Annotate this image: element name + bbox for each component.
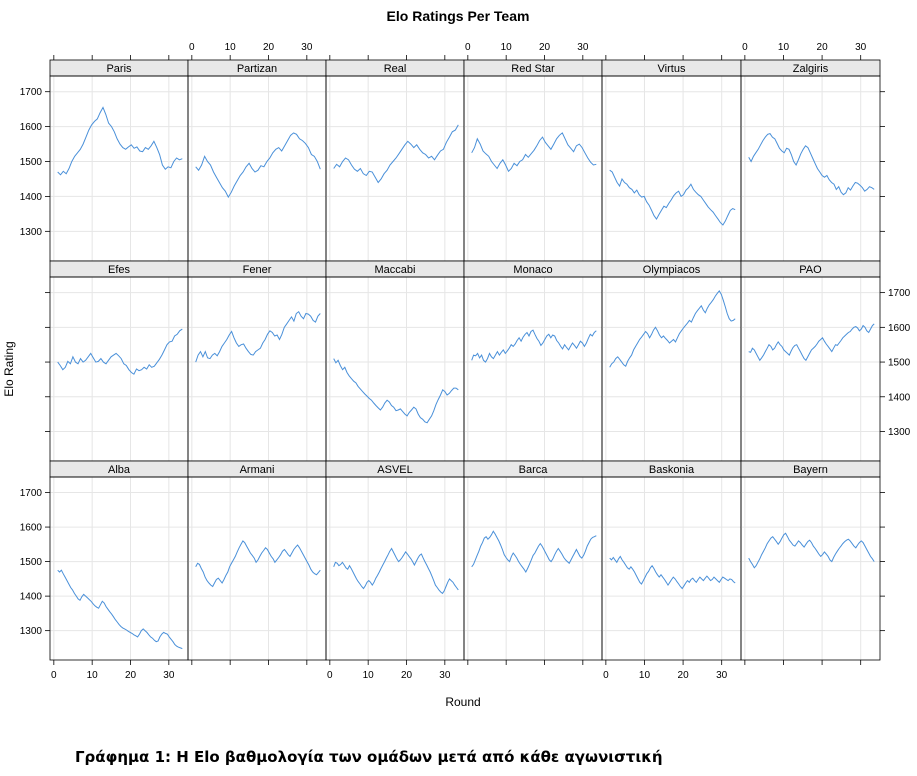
y-tick-label: 1700	[20, 87, 43, 98]
x-tick-label: 30	[716, 670, 728, 681]
panel-title: Olympiacos	[643, 264, 701, 276]
series-line	[333, 124, 459, 184]
panel-border	[463, 476, 603, 661]
panel-title: Baskonia	[649, 464, 695, 476]
panel-title: Monaco	[513, 264, 552, 276]
panel-border	[325, 75, 465, 262]
y-tick-label: 1600	[888, 323, 911, 334]
series-line	[609, 555, 736, 590]
x-tick-label: 10	[87, 670, 99, 681]
panel-title: Virtus	[658, 63, 686, 75]
panel-title: Real	[384, 63, 407, 75]
x-tick-label: 10	[363, 670, 375, 681]
panel-border	[187, 75, 327, 262]
y-tick-label: 1600	[20, 122, 43, 133]
series-line	[471, 329, 597, 363]
y-tick-label: 1700	[20, 488, 43, 499]
x-tick-label: 0	[742, 42, 748, 53]
y-tick-label: 1300	[20, 227, 43, 238]
panel-title: Armani	[240, 464, 275, 476]
panel-title: Paris	[106, 63, 132, 75]
x-tick-label: 10	[639, 670, 651, 681]
y-tick-label: 1400	[20, 592, 43, 603]
panel-border	[463, 276, 603, 462]
x-tick-label: 30	[855, 42, 867, 53]
series-line	[57, 328, 183, 375]
x-tick-label: 10	[225, 42, 237, 53]
series-line	[748, 323, 875, 362]
panel-title: Zalgiris	[793, 63, 829, 75]
panel-border	[187, 276, 327, 462]
panel-border	[49, 476, 189, 661]
x-axis-label: Round	[445, 695, 480, 709]
x-tick-label: 0	[51, 670, 57, 681]
chart-title: Elo Ratings Per Team	[387, 8, 530, 24]
panel-border	[601, 276, 742, 462]
series-line	[57, 569, 183, 650]
panel-title: Red Star	[511, 63, 555, 75]
y-tick-label: 1400	[888, 392, 911, 403]
series-line	[748, 133, 875, 196]
panel-border	[463, 75, 603, 262]
series-line	[748, 532, 875, 569]
x-tick-label: 30	[301, 42, 313, 53]
panel-border	[740, 276, 881, 462]
x-tick-label: 0	[327, 670, 333, 681]
panel-title: Partizan	[237, 63, 277, 75]
x-tick-label: 20	[817, 42, 829, 53]
x-tick-label: 10	[501, 42, 513, 53]
panel-title: Bayern	[793, 464, 828, 476]
x-tick-label: 20	[401, 670, 413, 681]
series-line	[333, 358, 459, 424]
panel-border	[49, 276, 189, 462]
panel-border	[601, 476, 742, 661]
x-tick-label: 30	[439, 670, 451, 681]
series-line	[609, 290, 736, 368]
series-line	[471, 132, 597, 173]
panel-border	[49, 75, 189, 262]
series-line	[333, 547, 459, 595]
panel-border	[187, 476, 327, 661]
series-line	[195, 310, 321, 363]
series-line	[195, 132, 321, 199]
panel-title: Alba	[108, 464, 131, 476]
panel-border	[740, 476, 881, 661]
x-tick-label: 20	[125, 670, 137, 681]
x-tick-label: 20	[678, 670, 690, 681]
y-tick-label: 1300	[20, 626, 43, 637]
series-line	[195, 540, 321, 588]
y-tick-label: 1500	[20, 557, 43, 568]
x-tick-label: 20	[539, 42, 551, 53]
x-tick-label: 0	[465, 42, 471, 53]
chart-svg: Elo Ratings Per Team Paris Partizan Real Red…	[2, 8, 911, 709]
x-tick-label: 0	[189, 42, 195, 53]
y-tick-label: 1300	[888, 427, 911, 438]
y-tick-label: 1600	[20, 523, 43, 534]
x-tick-label: 30	[163, 670, 175, 681]
panel-title: PAO	[799, 264, 822, 276]
y-tick-label: 1500	[888, 358, 911, 369]
y-tick-label: 1700	[888, 288, 911, 299]
series-line	[471, 530, 597, 573]
panel-title: Maccabi	[375, 264, 416, 276]
series-line	[609, 169, 736, 226]
panel-title: Barca	[519, 464, 549, 476]
y-tick-label: 1400	[20, 192, 43, 203]
y-tick-label: 1500	[20, 157, 43, 168]
panel-border	[601, 75, 742, 262]
panel-border	[740, 75, 881, 262]
panel-title: Efes	[108, 264, 131, 276]
x-tick-label: 30	[577, 42, 589, 53]
series-line	[57, 106, 183, 176]
y-axis-label: Elo Rating	[2, 341, 16, 396]
panel-title: Fener	[243, 264, 272, 276]
x-tick-label: 10	[778, 42, 790, 53]
panel-title: ASVEL	[377, 464, 412, 476]
x-tick-label: 20	[263, 42, 275, 53]
panel-border	[325, 276, 465, 462]
figure-caption: Γράφημα 1: Η Elo βαθμολογία των ομάδων μ…	[75, 748, 663, 766]
x-tick-label: 0	[603, 670, 609, 681]
